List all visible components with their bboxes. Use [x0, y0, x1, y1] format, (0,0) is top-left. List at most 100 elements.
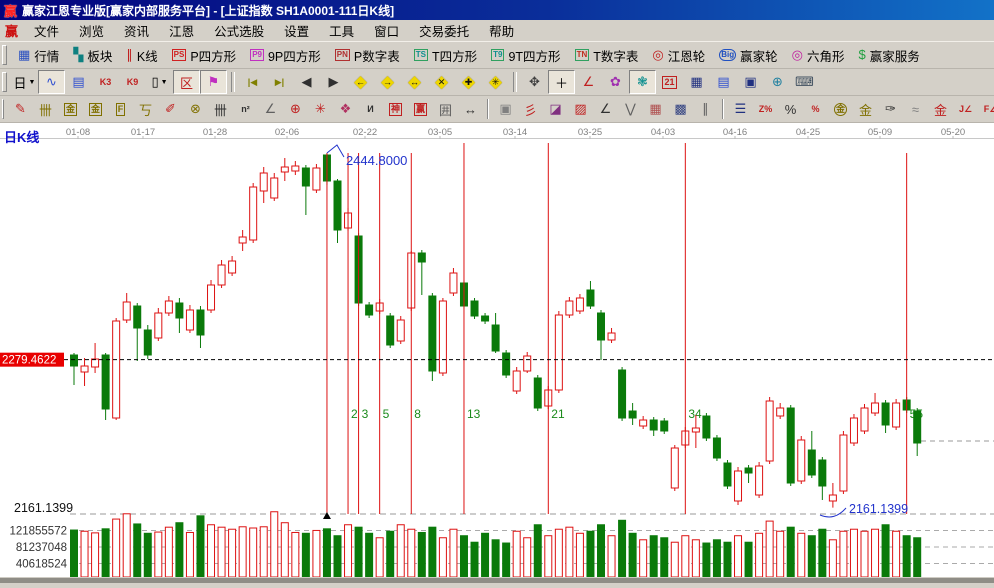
- pan-hand-button[interactable]: ✥: [521, 70, 548, 94]
- zoom-horizontal-button[interactable]: ◆ ↔: [401, 70, 428, 94]
- p-table-button[interactable]: PN P数字表: [328, 44, 407, 67]
- angle-f-button[interactable]: F∠: [978, 98, 994, 121]
- period-day-button[interactable]: 日 ▼: [11, 70, 38, 94]
- span-arrow-button[interactable]: ↔: [458, 98, 483, 121]
- menu-item-设置[interactable]: 设置: [284, 25, 310, 39]
- t-square-button[interactable]: TS T四方形: [407, 44, 484, 67]
- candle-style-button[interactable]: ▯ ▼: [146, 70, 173, 94]
- toolbar-grip[interactable]: [2, 99, 4, 119]
- grid-table-button[interactable]: 囲: [433, 98, 458, 121]
- tick-ruler-button[interactable]: 卌: [208, 98, 233, 121]
- p9-square-button[interactable]: P9 9P四方形: [243, 44, 328, 67]
- kline-9-button[interactable]: K9: [119, 70, 146, 94]
- nav-next-button[interactable]: ▶: [320, 70, 347, 94]
- rays-box-button[interactable]: ◪: [543, 98, 568, 121]
- circle-grid-button[interactable]: ⊗: [183, 98, 208, 121]
- n-square-button[interactable]: n²: [233, 98, 258, 121]
- grid-red-box-button[interactable]: ▦: [643, 98, 668, 121]
- zoom-left-button[interactable]: ◆ ←: [347, 70, 374, 94]
- kline-button[interactable]: ∥ K线: [119, 44, 164, 67]
- kline-3-button[interactable]: K3: [92, 70, 119, 94]
- menu-item-资讯[interactable]: 资讯: [124, 25, 150, 39]
- grid-blue-box-button[interactable]: ▩: [668, 98, 693, 121]
- box-window-button[interactable]: ▣: [493, 98, 518, 121]
- p-square-button[interactable]: PS P四方形: [165, 44, 244, 67]
- grid-ying-button[interactable]: 赢: [408, 98, 433, 121]
- calendar-21-button[interactable]: 21: [656, 70, 683, 94]
- crosshair-button[interactable]: ＋: [548, 70, 575, 94]
- overlay-curve-button[interactable]: ∿: [38, 70, 65, 94]
- star-grid-button[interactable]: ❖: [333, 98, 358, 121]
- grid-blue-box-icon: ▩: [674, 101, 687, 116]
- menu-item-文件[interactable]: 文件: [34, 25, 60, 39]
- toolbar-grip[interactable]: [2, 45, 7, 65]
- zoom-right-button[interactable]: ◆ →: [374, 70, 401, 94]
- calculator-button[interactable]: ▦: [683, 70, 710, 94]
- star-burst-button[interactable]: ✳: [308, 98, 333, 121]
- percent-line-button[interactable]: %: [803, 98, 828, 121]
- gold-lines-button[interactable]: 金: [853, 98, 878, 121]
- menu-item-浏览[interactable]: 浏览: [79, 25, 105, 39]
- winner-service-button[interactable]: $ 赢家服务: [852, 44, 927, 67]
- nav-prev-button[interactable]: ◀: [293, 70, 320, 94]
- gann-gold-grid-button[interactable]: 金: [58, 98, 83, 121]
- percent-button[interactable]: %: [778, 98, 803, 121]
- angle-pen-button[interactable]: ∠: [593, 98, 618, 121]
- brain-tool-button[interactable]: ❃: [629, 70, 656, 94]
- n-mark-button[interactable]: И: [358, 98, 383, 121]
- candle-body: [207, 284, 216, 311]
- toolbar-grip[interactable]: [2, 72, 7, 92]
- info-panel-button[interactable]: ▤: [65, 70, 92, 94]
- save-button[interactable]: ▣: [737, 70, 764, 94]
- check-lines-button[interactable]: ⋁: [618, 98, 643, 121]
- gann-gold-grid2-button[interactable]: 金: [83, 98, 108, 121]
- menu-item-江恩[interactable]: 江恩: [169, 25, 195, 39]
- sectors-button[interactable]: ▚ 板块: [66, 44, 119, 67]
- hexagon-button[interactable]: ◎ 六角形: [785, 44, 852, 67]
- zoom-expand-button[interactable]: ◆ ✚: [455, 70, 482, 94]
- rays-fan-button[interactable]: 彡: [518, 98, 543, 121]
- candle-style-dropdown-icon[interactable]: ▼: [160, 78, 168, 86]
- nav-last-button[interactable]: ▶|: [266, 70, 293, 94]
- mask-tool-button[interactable]: ✿: [602, 70, 629, 94]
- menu-item-工具[interactable]: 工具: [329, 25, 355, 39]
- web-export-button[interactable]: ⊕: [764, 70, 791, 94]
- t9-square-button[interactable]: T9 9T四方形: [484, 44, 567, 67]
- hatch-box-button[interactable]: ▨: [568, 98, 593, 121]
- ink-pen-button[interactable]: ✑: [878, 98, 903, 121]
- angle-line-tool-button[interactable]: ∠: [575, 70, 602, 94]
- grid-ruler-button[interactable]: 卌: [33, 98, 58, 121]
- draw-pen-button[interactable]: ✎: [8, 98, 33, 121]
- angle-ruler-button[interactable]: ∠: [258, 98, 283, 121]
- menu-item-交易委托[interactable]: 交易委托: [419, 25, 470, 39]
- menu-item-窗口[interactable]: 窗口: [374, 25, 400, 39]
- nav-first-button[interactable]: |◀: [239, 70, 266, 94]
- quotes-button[interactable]: ▦ 行情: [11, 44, 66, 67]
- notes-button[interactable]: ▤: [710, 70, 737, 94]
- step-lines-button[interactable]: ☰: [728, 98, 753, 121]
- menu-item-公式选股[interactable]: 公式选股: [214, 25, 265, 39]
- winner-wheel-button[interactable]: Big 赢家轮: [712, 44, 784, 67]
- computer-button[interactable]: ⌨: [791, 70, 818, 94]
- wave-lines-button[interactable]: ≈: [903, 98, 928, 121]
- chart-canvas[interactable]: 日K线 01-08 01-17 01-28 02-06 02-22 03-05 03-14 0…: [0, 123, 994, 583]
- zoom-all-button[interactable]: ◆ ✳: [482, 70, 509, 94]
- gann-wheel-button[interactable]: ◎ 江恩轮: [645, 44, 712, 67]
- gold-red-lines-button[interactable]: 金: [928, 98, 953, 121]
- pen-grid-button[interactable]: ✐: [158, 98, 183, 121]
- grid-shen-button[interactable]: 神: [383, 98, 408, 121]
- compass-cross-button[interactable]: ⊕: [283, 98, 308, 121]
- gold-circle-button[interactable]: 金: [828, 98, 853, 121]
- grid-f-button[interactable]: F: [108, 98, 133, 121]
- hook-tool-button[interactable]: 丂: [133, 98, 158, 121]
- parallel-lines-button[interactable]: ∥: [693, 98, 718, 121]
- gann-grid-tool-button[interactable]: 区: [173, 70, 200, 94]
- percent-z-button[interactable]: Z%: [753, 98, 778, 121]
- period-day-dropdown-icon[interactable]: ▼: [28, 78, 36, 86]
- angle-j-button[interactable]: J∠: [953, 98, 978, 121]
- menu-item-帮助[interactable]: 帮助: [489, 25, 515, 39]
- t-table-button[interactable]: TN T数字表: [568, 44, 646, 67]
- kline-chart[interactable]: 01-08 01-17 01-28 02-06 02-22 03-05 03-14 03-25…: [0, 123, 994, 583]
- zoom-collapse-button[interactable]: ◆ ✕: [428, 70, 455, 94]
- flag-chart-button[interactable]: ⚑: [200, 70, 227, 94]
